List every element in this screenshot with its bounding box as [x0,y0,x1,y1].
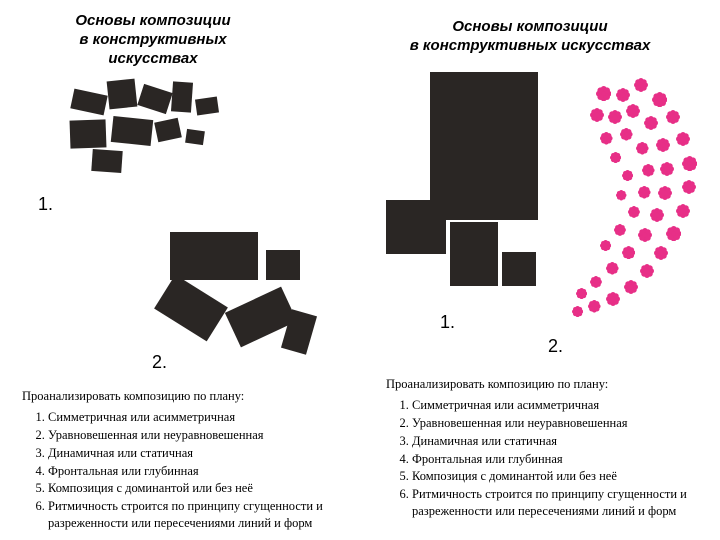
composition-rect [430,72,538,220]
flower-icon [638,228,652,242]
flower-icon [666,110,680,124]
plan-item: Фронтальная или глубинная [48,463,342,480]
left-plan-lead: Проанализировать композицию по плану: [22,388,342,405]
left-label-1: 1. [38,194,53,215]
composition-rect [502,252,536,286]
plan-item: Ритмичность строится по принципу сгущенн… [412,486,706,520]
right-plan-list: Симметричная или асимметричнаяУравновеше… [386,397,706,520]
flower-icon [616,190,627,201]
flower-icon [656,138,670,152]
flower-icon [640,264,654,278]
flower-icon [600,240,611,251]
flower-icon [626,104,640,118]
flower-icon [636,142,649,155]
flower-icon [588,300,601,313]
plan-item: Динамичная или статичная [412,433,706,450]
flower-icon [622,170,633,181]
flower-icon [628,206,640,218]
plan-item: Уравновешенная или неуравновешенная [412,415,706,432]
flower-icon [676,132,690,146]
composition-rect [386,200,446,254]
plan-item: Динамичная или статичная [48,445,342,462]
plan-item: Симметричная или асимметричная [412,397,706,414]
composition-rect [70,119,107,148]
flower-icon [600,132,613,145]
flower-icon [572,306,583,317]
flower-icon [576,288,587,299]
flower-icon [654,246,668,260]
flower-icon [622,246,635,259]
left-plan: Проанализировать композицию по плану: Си… [22,388,342,533]
composition-rect [137,84,172,114]
flower-icon [658,186,672,200]
composition-rect [154,275,228,342]
left-title: Основы композициив конструктивныхискусст… [58,12,248,68]
plan-item: Композиция с доминантой или без неё [48,480,342,497]
flower-icon [682,180,696,194]
composition-rect [195,97,219,116]
composition-rect [111,116,153,146]
left-label-2: 2. [152,352,167,373]
flower-icon [606,292,620,306]
flower-icon [606,262,619,275]
composition-rect [154,118,182,143]
composition-rect [107,79,138,110]
flower-icon [652,92,667,107]
flower-icon [616,88,630,102]
flower-icon [638,186,651,199]
flower-icon [676,204,690,218]
flower-icon [624,280,638,294]
flower-icon [590,108,604,122]
flower-icon [650,208,664,222]
right-title: Основы композициив конструктивных искусс… [380,18,680,56]
composition-rect [266,250,300,280]
flower-icon [660,162,674,176]
left-plan-list: Симметричная или асимметричнаяУравновеше… [22,409,342,532]
flower-icon [614,224,626,236]
composition-rect [91,149,122,173]
right-plan: Проанализировать композицию по плану: Си… [386,376,706,521]
right-label-1: 1. [440,312,455,333]
composition-rect [170,232,258,280]
flower-icon [610,152,621,163]
composition-rect [171,81,193,112]
flower-icon [642,164,655,177]
plan-item: Симметричная или асимметричная [48,409,342,426]
plan-item: Уравновешенная или неуравновешенная [48,427,342,444]
flower-icon [620,128,633,141]
composition-rect [70,89,107,116]
plan-item: Фронтальная или глубинная [412,451,706,468]
right-plan-lead: Проанализировать композицию по плану: [386,376,706,393]
plan-item: Композиция с доминантой или без неё [412,468,706,485]
flower-icon [634,78,648,92]
plan-item: Ритмичность строится по принципу сгущенн… [48,498,342,532]
flower-icon [596,86,611,101]
flower-icon [590,276,602,288]
flower-icon [682,156,697,171]
composition-rect [450,222,498,286]
composition-rect [185,129,205,145]
flower-icon [608,110,622,124]
flower-icon [644,116,658,130]
right-label-2: 2. [548,336,563,357]
flower-icon [666,226,681,241]
